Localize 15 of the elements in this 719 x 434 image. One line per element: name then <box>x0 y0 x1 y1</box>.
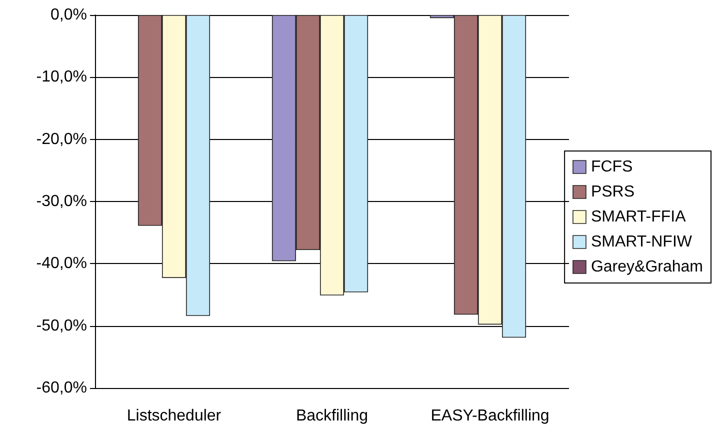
legend-label: SMART-FFIA <box>590 208 686 226</box>
legend-label: SMART-NFIW <box>590 234 693 250</box>
y-tick-label: -40,0% <box>36 255 87 272</box>
legend-label: Garey&Graham <box>590 258 704 276</box>
y-tick-label: -10,0% <box>36 68 87 86</box>
x-tick-label: Backfilling <box>296 408 368 424</box>
legend-label: FCFS <box>590 158 633 176</box>
y-tick-label: -50,0% <box>36 317 87 334</box>
x-tick-label: Listscheduler <box>126 408 222 424</box>
y-tick-label: -30,0% <box>36 193 87 210</box>
y-tick-label: 0,0% <box>50 6 87 24</box>
y-tick-label: -20,0% <box>36 130 87 148</box>
legend-label: PSRS <box>590 184 635 200</box>
x-tick-label: EASY-Backfilling <box>430 408 550 424</box>
y-tick-label: -60,0% <box>36 380 87 396</box>
